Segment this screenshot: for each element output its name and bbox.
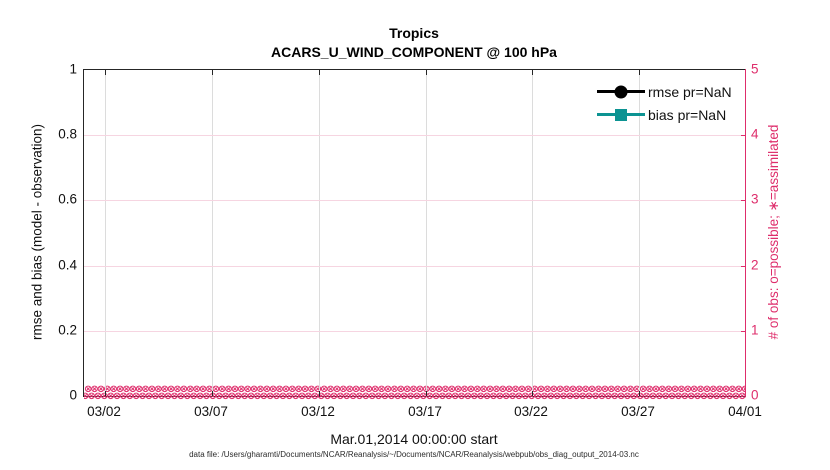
x-tick-top [212, 70, 213, 75]
right-y-tick-label: 5 [751, 61, 759, 77]
data-file-caption: data file: /Users/gharamti/Documents/NCA… [189, 450, 639, 459]
left-y-axis-label: rmse and bias (model - observation) [29, 123, 45, 341]
right-y-tick [741, 331, 746, 332]
x-tick-bottom [426, 391, 427, 396]
right-y-tick-label: 0 [751, 387, 759, 403]
x-tick-top [426, 70, 427, 75]
x-tick-top [532, 70, 533, 75]
right-y-tick [741, 135, 746, 136]
legend-entry: bias pr=NaN [597, 103, 732, 126]
left-y-tick-label: 1 [69, 61, 77, 77]
x-tick-label: 03/07 [194, 404, 228, 419]
x-tick-label: 03/22 [514, 404, 548, 419]
horizontal-gridline [84, 266, 746, 267]
legend: rmse pr=NaN bias pr=NaN [597, 80, 732, 126]
right-y-tick-label: 1 [751, 322, 759, 338]
legend-label: rmse pr=NaN [648, 83, 732, 100]
x-tick-bottom [212, 391, 213, 396]
left-y-tick-label: 0.2 [58, 322, 77, 338]
plot-title-variable: ACARS_U_WIND_COMPONENT @ 100 hPa [271, 44, 557, 60]
left-y-tick-label: 0.8 [58, 126, 77, 142]
horizontal-gridline [84, 200, 746, 201]
right-y-axis-label: # of obs: o=possible; ∗=assimilated [766, 124, 781, 340]
x-tick-bottom [532, 391, 533, 396]
vertical-gridline [212, 70, 213, 396]
legend-entry: rmse pr=NaN [597, 80, 732, 103]
vertical-gridline [319, 70, 320, 396]
horizontal-gridline [84, 331, 746, 332]
x-tick-bottom [319, 391, 320, 396]
plot-area: ⊗⊗⊗⊗⊗⊗⊗⊗⊗⊗⊗⊗⊗⊗⊗⊗⊗⊗⊗⊗⊗⊗⊗⊗⊗⊗⊗⊗⊗⊗⊗⊗⊗⊗⊗⊗⊗⊗⊗⊗… [83, 69, 746, 402]
vertical-gridline [532, 70, 533, 396]
possible-markers-row: ⊗⊗⊗⊗⊗⊗⊗⊗⊗⊗⊗⊗⊗⊗⊗⊗⊗⊗⊗⊗⊗⊗⊗⊗⊗⊗⊗⊗⊗⊗⊗⊗⊗⊗⊗⊗⊗⊗⊗⊗… [84, 391, 746, 402]
circle-marker-icon [614, 85, 628, 98]
horizontal-gridline [84, 135, 746, 136]
x-tick-bottom [105, 391, 106, 396]
x-tick-label: 04/01 [728, 404, 762, 419]
right-axis-line [745, 69, 746, 396]
x-tick-label: 03/27 [621, 404, 655, 419]
right-y-tick-label: 3 [751, 191, 759, 207]
x-tick-bottom [639, 391, 640, 396]
x-tick-top [319, 70, 320, 75]
legend-label: bias pr=NaN [648, 106, 727, 123]
right-y-tick [741, 266, 746, 267]
assimilated-markers-row: ⊗⊗⊗⊗⊗⊗⊗⊗⊗⊗⊗⊗⊗⊗⊗⊗⊗⊗⊗⊗⊗⊗⊗⊗⊗⊗⊗⊗⊗⊗⊗⊗⊗⊗⊗⊗⊗⊗⊗⊗… [84, 384, 746, 395]
square-marker-icon [615, 108, 627, 121]
x-tick-label: 03/12 [301, 404, 335, 419]
legend-line [597, 108, 645, 121]
vertical-gridline [105, 70, 106, 396]
plot-title-region: Tropics [389, 25, 439, 41]
obs-count-marker-band: ⊗⊗⊗⊗⊗⊗⊗⊗⊗⊗⊗⊗⊗⊗⊗⊗⊗⊗⊗⊗⊗⊗⊗⊗⊗⊗⊗⊗⊗⊗⊗⊗⊗⊗⊗⊗⊗⊗⊗⊗… [84, 384, 746, 407]
left-y-tick-label: 0.6 [58, 191, 77, 207]
right-y-tick-label: 4 [751, 126, 759, 142]
right-y-tick-label: 2 [751, 257, 759, 273]
right-y-tick [741, 200, 746, 201]
x-axis-label: Mar.01,2014 00:00:00 start [330, 431, 498, 447]
x-tick-top [639, 70, 640, 75]
legend-line [597, 85, 645, 98]
left-y-tick-label: 0 [69, 387, 77, 403]
x-tick-top [105, 70, 106, 75]
vertical-gridline [639, 70, 640, 396]
vertical-gridline [426, 70, 427, 396]
x-tick-label: 03/17 [408, 404, 442, 419]
left-y-tick-label: 0.4 [58, 257, 77, 273]
x-tick-label: 03/02 [87, 404, 121, 419]
